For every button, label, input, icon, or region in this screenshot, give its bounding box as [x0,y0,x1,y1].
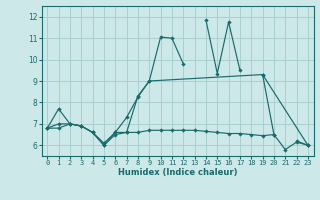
X-axis label: Humidex (Indice chaleur): Humidex (Indice chaleur) [118,168,237,177]
